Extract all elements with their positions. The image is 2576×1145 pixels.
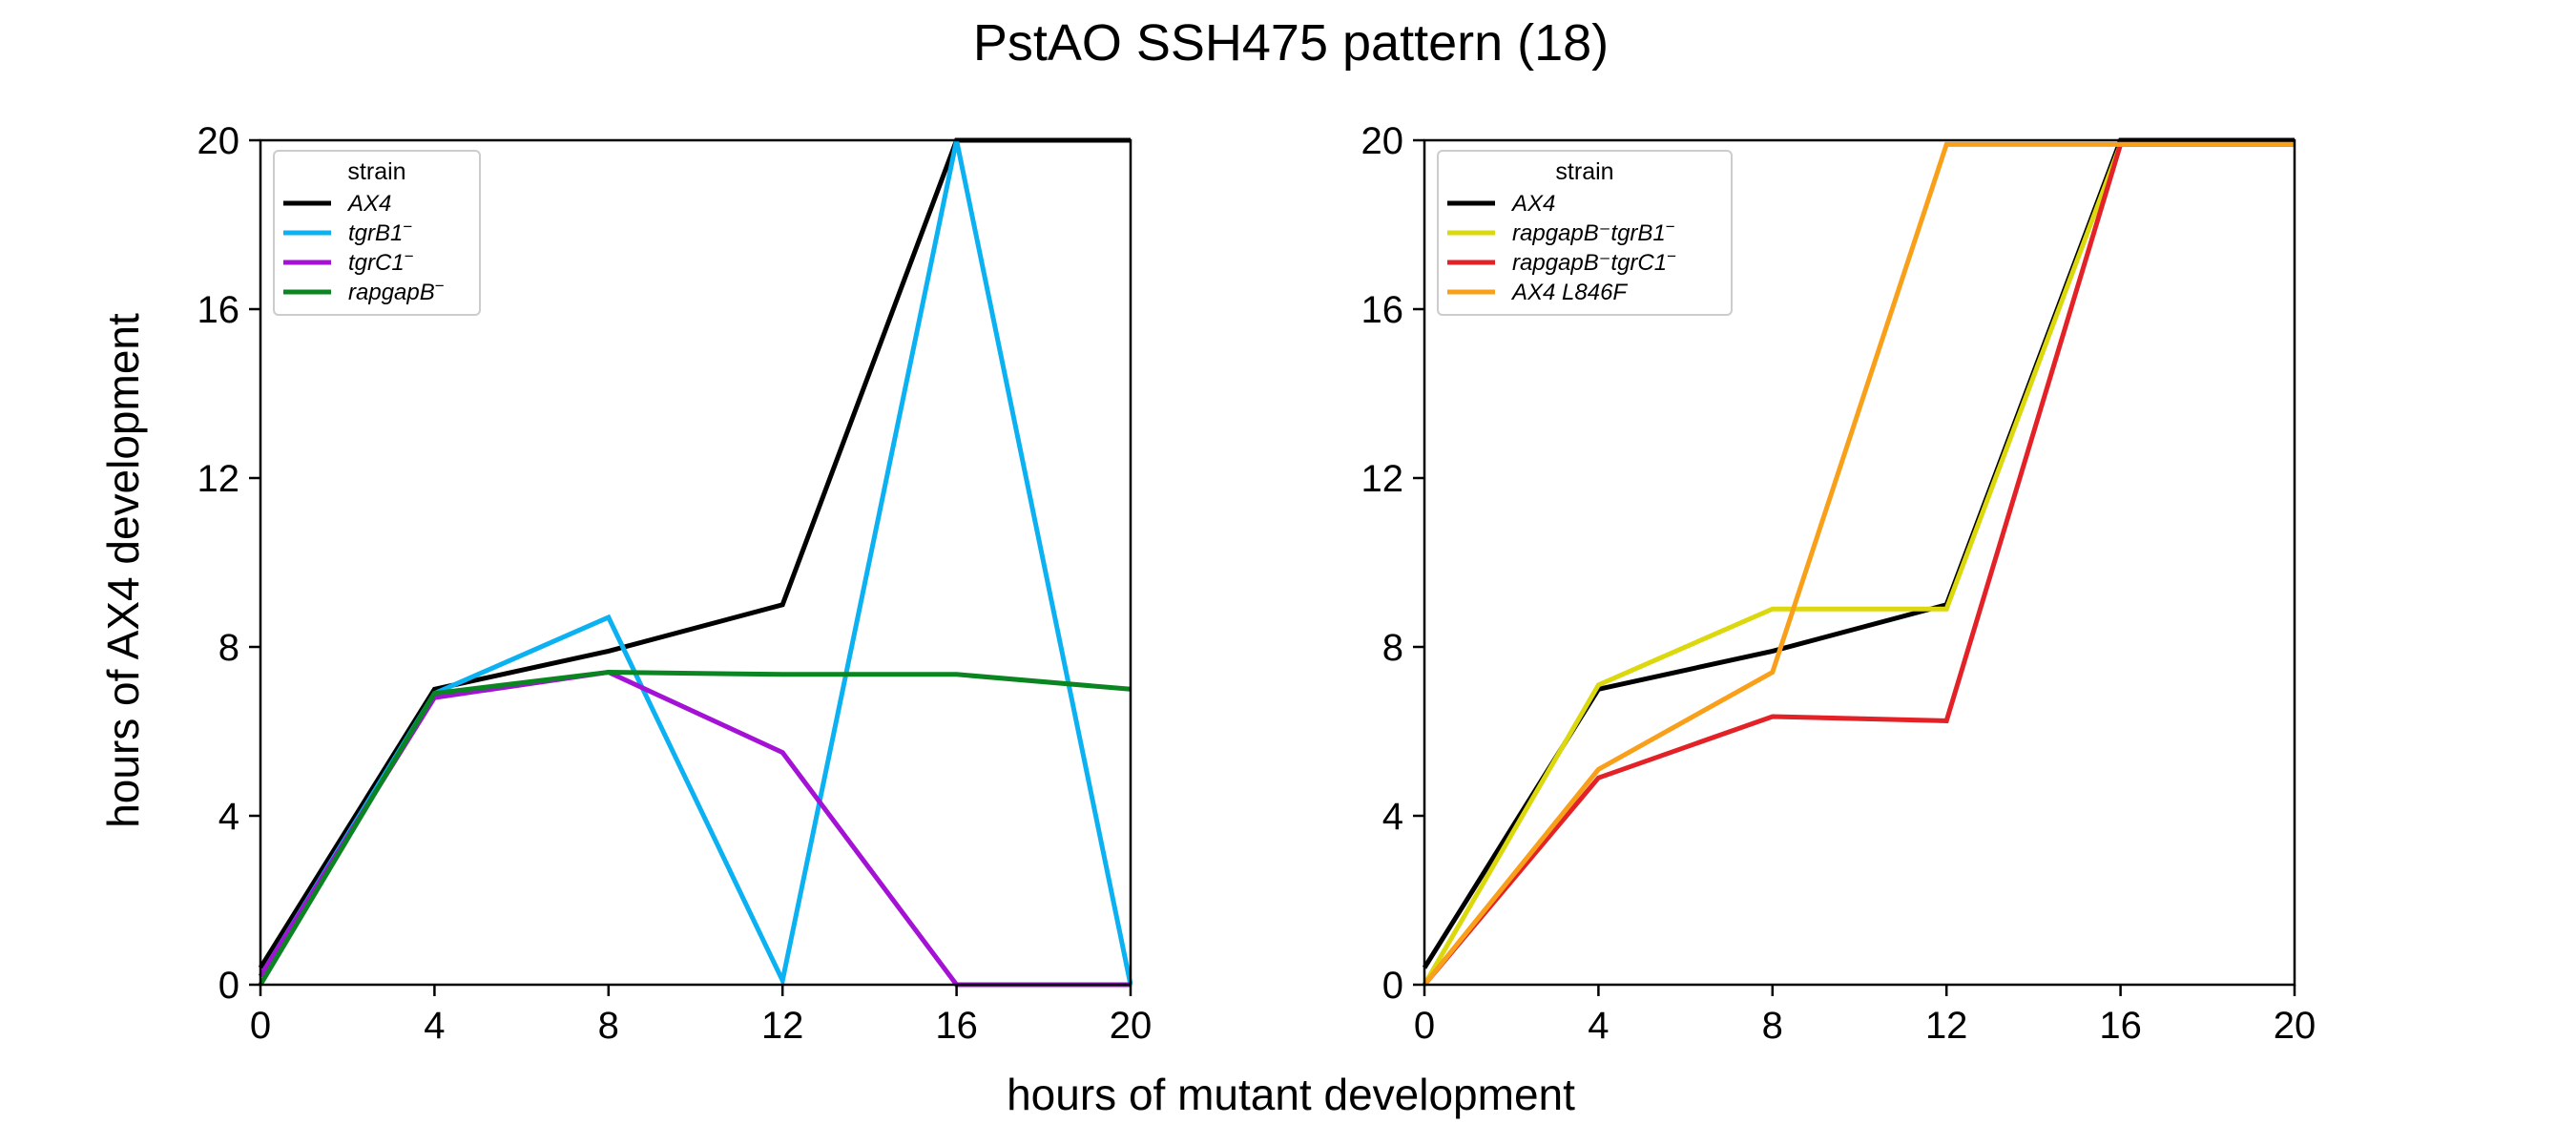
axes-frame bbox=[259, 138, 1132, 987]
legend-entry: AX4 bbox=[1510, 191, 1555, 217]
y-tick-label: 12 bbox=[197, 458, 240, 500]
y-tick-label: 12 bbox=[1361, 458, 1404, 500]
x-tick-label: 0 bbox=[1414, 1005, 1435, 1047]
legend-entry: AX4 L846F bbox=[1510, 280, 1628, 305]
chart-title: PstAO SSH475 pattern (18) bbox=[973, 14, 1609, 72]
y-tick-label: 4 bbox=[218, 796, 239, 838]
y-tick-label: 8 bbox=[1382, 627, 1403, 669]
legend-title: strain bbox=[1555, 158, 1613, 185]
x-tick-label: 12 bbox=[761, 1005, 804, 1047]
series-line-3 bbox=[259, 669, 1132, 987]
x-tick-label: 0 bbox=[250, 1005, 271, 1047]
right-panel: 0 4 8 12 16 20 0 4 8 12 16 20 strainAX4rapgapB⁻tgrB1… bbox=[1361, 120, 2316, 1047]
legend-box bbox=[273, 150, 481, 316]
legend-entry: rapgapB⁻tgrC1− bbox=[1512, 247, 1676, 276]
series-line-2 bbox=[259, 669, 1131, 988]
y-tick-label: 16 bbox=[197, 289, 240, 331]
y-tick-label: 20 bbox=[197, 120, 240, 162]
x-tick-label: 16 bbox=[935, 1005, 978, 1047]
y-tick-label: 16 bbox=[1361, 289, 1404, 331]
y-tick-label: 20 bbox=[1361, 120, 1404, 162]
y-tick-label: 0 bbox=[1382, 965, 1403, 1007]
left-panel: 0 4 8 12 16 20 0 4 8 12 16 20 strain AX4tgrB1−tgrC1−r… bbox=[197, 120, 1153, 1047]
x-tick-label: 4 bbox=[424, 1005, 445, 1047]
legend-entry: rapgapB− bbox=[348, 277, 445, 305]
x-tick-label: 8 bbox=[1762, 1005, 1783, 1047]
series-line-3 bbox=[1423, 141, 2295, 987]
legend-box bbox=[1437, 150, 1733, 316]
x-tick-label: 20 bbox=[2274, 1005, 2316, 1047]
x-tick-label: 12 bbox=[1925, 1005, 1968, 1047]
y-axis-label: hours of AX4 development bbox=[98, 313, 148, 828]
x-tick-label: 4 bbox=[1588, 1005, 1609, 1047]
axes-frame bbox=[1423, 138, 2296, 987]
x-tick-label: 8 bbox=[598, 1005, 619, 1047]
legend-entry: tgrB1− bbox=[348, 218, 412, 246]
y-tick-label: 4 bbox=[1382, 796, 1403, 838]
x-tick-label: 16 bbox=[2099, 1005, 2142, 1047]
x-tick-label: 20 bbox=[1110, 1005, 1153, 1047]
legend-entry: rapgapB⁻tgrB1− bbox=[1512, 218, 1675, 246]
legend-title: strain bbox=[347, 158, 405, 185]
y-tick-label: 0 bbox=[218, 965, 239, 1007]
x-axis-label: hours of mutant development bbox=[1007, 1070, 1575, 1119]
legend-entry: AX4 bbox=[346, 191, 391, 217]
y-tick-label: 8 bbox=[218, 627, 239, 669]
legend-entry: tgrC1− bbox=[348, 247, 414, 276]
